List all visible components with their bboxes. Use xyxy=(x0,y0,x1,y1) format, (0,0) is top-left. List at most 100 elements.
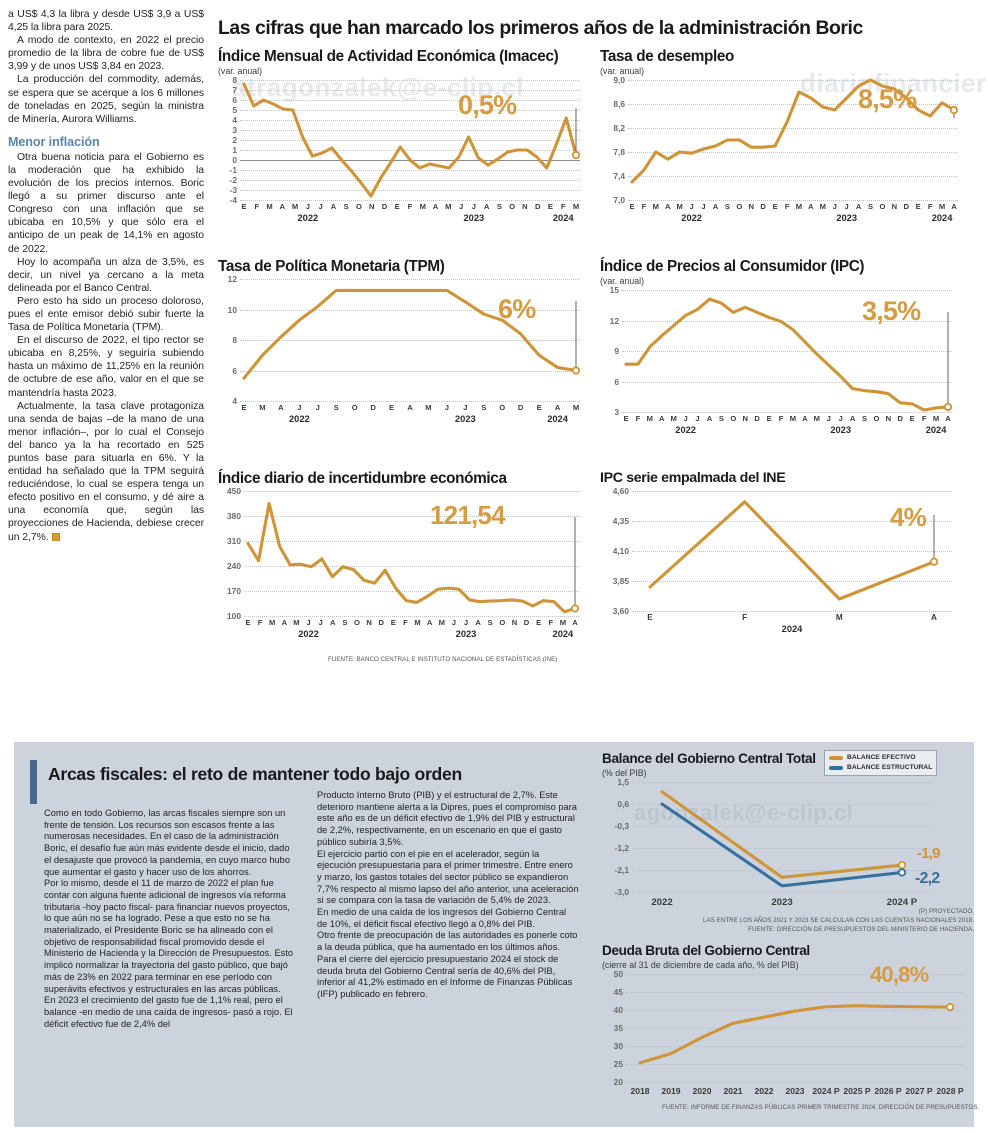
y-axis-tick-label: 12 xyxy=(609,315,619,326)
gridline xyxy=(240,100,580,101)
gridline xyxy=(632,611,952,612)
x-axis-tick-label: S xyxy=(867,202,874,211)
top-section: a US$ 4,3 la libra y desde US$ 3,9 a US$… xyxy=(8,9,988,663)
data-series-line xyxy=(660,802,904,888)
legend-item[interactable]: BALANCE EFECTIVO xyxy=(829,753,932,763)
x-axis-year-label: 2023 xyxy=(836,213,857,223)
y-axis-tick-label: 5 xyxy=(232,105,237,115)
article-paragraph: Hoy lo acompaña un alza de 3,5%, es deci… xyxy=(8,256,204,294)
x-axis-tick-label: 2025 P xyxy=(843,1086,871,1096)
x-axis-tick-label: E xyxy=(536,403,542,412)
x-axis-tick-label: M xyxy=(419,202,426,211)
gridline xyxy=(632,521,952,522)
gridline xyxy=(244,591,579,592)
legend-item[interactable]: BALANCE ESTRUCTURAL xyxy=(829,763,932,773)
x-axis-tick-label: F xyxy=(742,613,748,622)
x-axis-tick-label: S xyxy=(333,403,339,412)
x-axis-tick-label: E xyxy=(536,618,542,627)
x-axis-tick-label: J xyxy=(838,414,843,423)
x-axis-tick-label: M xyxy=(835,613,843,622)
fiscal-paragraph: Producto Interno Bruto (PIB) y el estruc… xyxy=(317,790,577,847)
y-axis-tick-label: 15 xyxy=(609,285,619,295)
x-axis-tick-label: A xyxy=(712,202,719,211)
x-axis-tick-label: M xyxy=(572,403,580,412)
article-paragraph: Otra buena noticia para el Gobierno es l… xyxy=(8,151,204,255)
y-axis-tick-label: 3,60 xyxy=(612,606,629,616)
x-axis-tick-label: D xyxy=(381,202,388,211)
gridline xyxy=(622,351,952,352)
chart-subtitle: (var. anual) xyxy=(600,66,645,76)
y-axis-tick-label: 10 xyxy=(227,304,237,315)
article-subheading: Menor inflación xyxy=(8,134,100,149)
x-axis-tick-label: E xyxy=(647,613,653,622)
x-axis-tick-label: F xyxy=(407,202,413,211)
chart-title: Deuda Bruta del Gobierno Central xyxy=(602,943,810,958)
gridline xyxy=(626,1064,964,1065)
y-axis-tick-label: 12 xyxy=(227,274,237,284)
y-axis-tick-label: 100 xyxy=(227,611,241,621)
value-callout: 0,5% xyxy=(458,90,517,120)
fiscal-column-2: Producto Interno Bruto (PIB) y el estruc… xyxy=(317,790,579,1001)
chart-title: Tasa de desempleo xyxy=(600,48,735,65)
gridline xyxy=(244,491,579,492)
y-axis-tick-label: 4 xyxy=(232,115,237,125)
plot-area: 9,0 8,6 8,2 7,8 7,4 7,0 E F M A M J J A S O N D E F M A M J J A S O… xyxy=(613,75,959,223)
gridline xyxy=(622,381,952,383)
x-axis-tick-label: 2020 xyxy=(692,1086,712,1096)
data-series-line xyxy=(242,288,578,380)
x-axis-tick-label: F xyxy=(927,202,933,211)
y-axis-tick-label: 4,60 xyxy=(612,486,629,496)
chart-title: Índice de Precios al Consumidor (IPC) xyxy=(600,258,865,275)
x-axis-tick-label: E xyxy=(629,202,635,211)
y-axis-tick-label: 4,35 xyxy=(612,516,629,526)
series-canvas xyxy=(242,288,581,380)
plot-area: 12 10 8 6 4 E M A J J S O D E A M J J S O D E A M 2022 2023 2024 xyxy=(228,274,581,424)
gridline xyxy=(626,1082,964,1083)
chart-source-note: FUENTE: BANCO CENTRAL E INSTITUTO NACION… xyxy=(328,656,558,663)
chart-ipc-ine: IPC serie empalmada del INE 4,60 4,35 4,10 3… xyxy=(600,470,980,634)
chart-subtitle: (cierre al 31 de diciembre de cada año, … xyxy=(602,960,799,970)
x-axis-tick-label: D xyxy=(378,618,384,627)
x-axis-tick-label: M xyxy=(445,202,452,211)
y-axis-tick-label: 45 xyxy=(613,987,623,997)
x-axis-tick-label: D xyxy=(370,403,376,412)
page-title: Las cifras que han marcado los primeros … xyxy=(218,17,863,39)
x-axis-tick-label: E xyxy=(241,202,247,211)
value-callout: 4% xyxy=(890,502,927,532)
gridline xyxy=(632,870,932,871)
y-axis-tick-label: 8 xyxy=(232,335,237,345)
value-callout: -2,2 xyxy=(915,870,940,887)
fiscal-column-1: Como en todo Gobierno, las arcas fiscale… xyxy=(44,808,299,1030)
x-axis-tick-label: M xyxy=(414,618,421,627)
gridline xyxy=(628,200,958,201)
x-axis-year-label: 2024 xyxy=(547,414,568,424)
y-axis-tick-label: -2,1 xyxy=(614,865,629,875)
x-axis-tick-label: A xyxy=(572,618,578,627)
x-axis-tick-label: J xyxy=(318,618,323,627)
legend-swatch-icon xyxy=(829,766,843,770)
y-axis-tick-label: 6 xyxy=(232,95,237,105)
x-axis-tick-label: N xyxy=(891,202,898,211)
gridline xyxy=(628,176,958,177)
gridline xyxy=(628,80,958,81)
y-axis-tick-label: 0,6 xyxy=(617,799,629,809)
x-axis-tick-label: O xyxy=(499,403,506,412)
x-axis-year-label: 2022 xyxy=(297,213,319,223)
x-axis-tick-label: M xyxy=(938,202,946,211)
x-axis-tick-label: M xyxy=(670,414,677,423)
x-axis-tick-label: 2027 P xyxy=(905,1086,933,1096)
x-axis-tick-label: A xyxy=(706,414,713,423)
x-axis-tick-label: M xyxy=(269,618,276,627)
y-axis-tick-label: -3,0 xyxy=(614,887,629,897)
x-axis-tick-label: A xyxy=(951,202,957,211)
y-axis-tick-label: 0 xyxy=(232,155,237,165)
plot-area: 450 380 310 240 170 100 E F M A M J J A S O N D E F M A M J J A S O… xyxy=(227,486,580,639)
gridline xyxy=(240,110,580,111)
x-axis-tick-label: E xyxy=(909,414,915,423)
x-axis-tick-label: F xyxy=(784,202,790,211)
gridline xyxy=(632,782,932,783)
x-axis-tick-label: E xyxy=(390,618,396,627)
x-axis-tick-label: A xyxy=(659,414,665,423)
x-axis-tick-label: A xyxy=(931,613,937,622)
x-axis-tick-label: J xyxy=(701,202,706,211)
